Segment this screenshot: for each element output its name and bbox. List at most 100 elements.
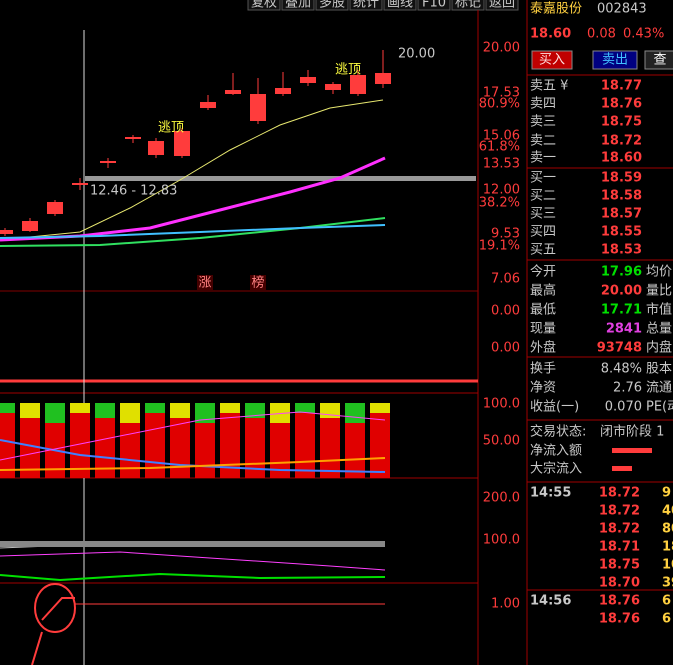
order-label: 买四 xyxy=(530,225,556,240)
stat-label: 现量 xyxy=(530,322,556,337)
toolbar-button[interactable] xyxy=(281,0,315,11)
order-price: 18.72 xyxy=(601,134,642,149)
indicator-bar xyxy=(220,403,240,478)
tick-volume: 6 xyxy=(662,612,671,627)
candle-body xyxy=(100,161,116,163)
moving-average xyxy=(0,411,386,461)
order-label: 买五 xyxy=(530,243,556,258)
price-axis-label: 20.00 xyxy=(483,41,520,56)
change-pct: 0.43% xyxy=(623,27,664,42)
high-label: 20.00 xyxy=(398,47,435,62)
indicator-bar-top xyxy=(195,403,215,423)
candle-body xyxy=(125,137,141,139)
status-value: 闭市阶段 1 xyxy=(600,424,664,440)
price-axis-label: 12.00 xyxy=(483,183,520,198)
order-price: 18.59 xyxy=(601,171,642,186)
trade-button[interactable] xyxy=(644,50,673,70)
trade-button[interactable] xyxy=(531,50,573,70)
trade-button-label: 买入 xyxy=(539,53,565,68)
toolbar-button[interactable] xyxy=(383,0,417,11)
toolbar-label: 多股 xyxy=(319,0,345,11)
candle-body xyxy=(174,131,190,156)
stat-label: PE(动 xyxy=(646,400,673,415)
order-label: 卖五 ¥ xyxy=(530,79,568,94)
indicator-bar-top xyxy=(245,403,265,418)
stat-value: 93748 xyxy=(597,341,642,356)
badge xyxy=(250,275,266,290)
toolbar-button[interactable] xyxy=(247,0,281,11)
toolbar-button[interactable] xyxy=(451,0,485,11)
price-axis-label: 80.9% xyxy=(479,97,520,112)
stat-label: 最高 xyxy=(530,283,556,299)
stat-value: 2841 xyxy=(606,322,642,337)
last-price: 18.60 xyxy=(530,27,571,42)
indicator-bar-top xyxy=(295,403,315,413)
order-label: 买一 xyxy=(530,171,556,186)
stat-value: 17.96 xyxy=(601,265,642,280)
price-axis-label: 38.2% xyxy=(479,196,520,211)
flow-bar xyxy=(612,466,632,471)
price-axis-label: 7.06 xyxy=(491,272,520,287)
moving-average xyxy=(0,224,386,239)
stat-label: 换手 xyxy=(530,362,556,377)
tick-volume: 80 xyxy=(662,522,673,537)
stat-value: 17.71 xyxy=(601,303,642,318)
toolbar-button[interactable] xyxy=(417,0,451,11)
flow-label: 大宗流入 xyxy=(530,461,582,477)
candle-body xyxy=(72,183,88,185)
toolbar-label: 叠加 xyxy=(285,0,311,11)
stat-value: 2.76 xyxy=(613,381,642,396)
price-axis-label: 61.8% xyxy=(479,140,520,155)
trade-button[interactable] xyxy=(592,50,638,70)
stat-value: 0.070 xyxy=(605,400,642,415)
tick-volume: 39 xyxy=(662,576,673,591)
tick-volume: 40 xyxy=(662,504,673,519)
toolbar-button[interactable] xyxy=(349,0,383,11)
candle-body xyxy=(200,102,216,108)
candle-body xyxy=(375,73,391,84)
trade-button-label: 卖出 xyxy=(602,53,628,68)
indicator-bar xyxy=(295,403,315,478)
indicator-bar-top xyxy=(370,403,390,413)
stat-label: 均价 xyxy=(646,265,672,280)
candle-body xyxy=(47,202,63,214)
moving-average xyxy=(0,99,384,241)
trade-button-label: 查 xyxy=(653,53,666,68)
tick-volume: 18 xyxy=(662,540,673,555)
stat-label: 今开 xyxy=(530,264,556,280)
tick-price: 18.76 xyxy=(599,594,640,609)
candle-body xyxy=(148,141,164,155)
tick-price: 18.71 xyxy=(599,540,640,555)
toolbar-button[interactable] xyxy=(315,0,349,11)
tick-volume: 9 xyxy=(662,486,671,501)
price-axis-label: 15.06 xyxy=(483,129,520,144)
indicator-bar-top xyxy=(220,403,240,413)
tick-volume: 10 xyxy=(662,558,673,573)
toolbar-button[interactable] xyxy=(485,0,519,11)
axis-label: 0.00 xyxy=(491,341,520,356)
order-label: 卖三 xyxy=(530,115,556,130)
toolbar-label: 返回 xyxy=(489,0,515,11)
indicator-bar-top xyxy=(120,403,140,423)
candle-body xyxy=(0,230,13,234)
badge-label: 涨 xyxy=(198,276,211,291)
indicator-bar-top xyxy=(0,403,15,413)
stat-label: 流通 xyxy=(646,381,672,396)
order-label: 卖一 xyxy=(530,151,556,166)
indicator-bar xyxy=(70,403,90,478)
tick-price: 18.72 xyxy=(599,522,640,537)
price-axis-label: 17.53 xyxy=(483,86,520,101)
toolbar-label: 统计 xyxy=(353,0,379,11)
axis-label: 50.00 xyxy=(483,434,520,449)
stat-label: 外盘 xyxy=(530,340,556,356)
indicator-bar xyxy=(370,403,390,478)
tick-price: 18.75 xyxy=(599,558,640,573)
moving-average xyxy=(0,457,386,471)
order-label: 卖四 xyxy=(530,97,556,112)
axis-label: 100.0 xyxy=(483,533,520,548)
candle-body xyxy=(350,75,366,94)
order-price: 18.75 xyxy=(601,115,642,130)
stat-label: 最低 xyxy=(530,303,556,318)
moving-average xyxy=(0,572,386,582)
